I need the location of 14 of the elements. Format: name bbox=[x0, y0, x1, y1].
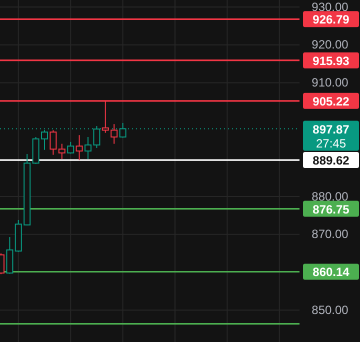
ref-line-label: 876.75 bbox=[312, 202, 350, 216]
ref-line-label: 905.22 bbox=[312, 94, 350, 108]
y-tick-label: 910.00 bbox=[312, 76, 349, 90]
text: 27:45 bbox=[316, 136, 346, 150]
ref-line-label: 926.79 bbox=[312, 12, 350, 27]
ref-line-label: 915.93 bbox=[312, 54, 350, 68]
y-tick-label: 870.00 bbox=[312, 227, 349, 242]
y-tick-label: 920.00 bbox=[312, 38, 349, 52]
ref-line-label: 889.62 bbox=[312, 154, 350, 168]
y-tick-label: 930.00 bbox=[312, 0, 349, 14]
ref-line-label: 897.87 bbox=[312, 122, 350, 136]
y-tick-label: 850.00 bbox=[312, 303, 349, 318]
y-tick-label: 880.00 bbox=[312, 189, 349, 204]
ref-line-label: 860.14 bbox=[312, 265, 350, 280]
